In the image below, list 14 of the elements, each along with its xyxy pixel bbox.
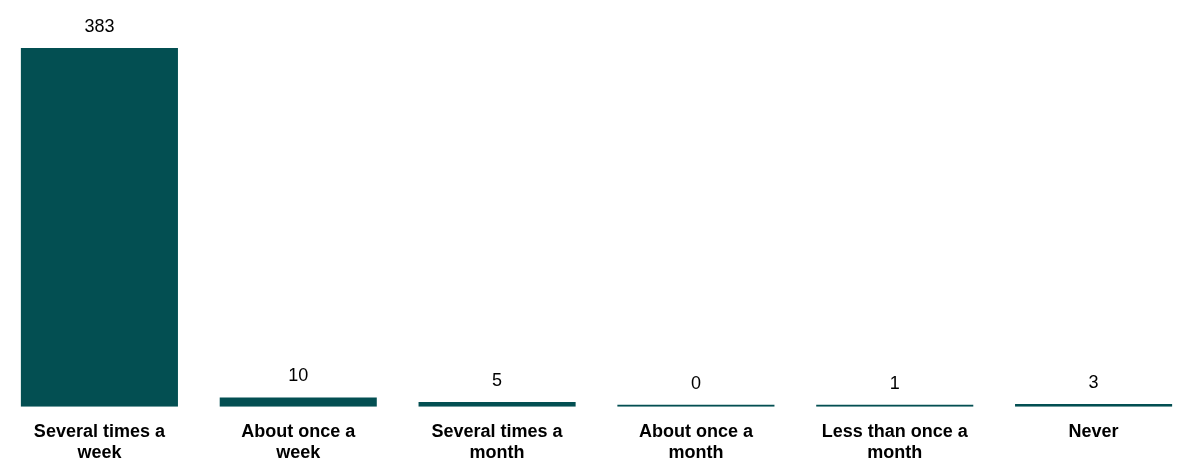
data-label: 0 bbox=[690, 372, 701, 393]
x-tick-label: About once a month bbox=[638, 420, 754, 463]
data-label: 3 bbox=[1088, 371, 1099, 392]
x-tick-label: Less than once a month bbox=[821, 420, 969, 463]
bar bbox=[219, 397, 377, 407]
x-tick-label: Several times a week bbox=[33, 420, 166, 463]
x-tick-label: Never bbox=[1068, 420, 1119, 441]
data-label: 5 bbox=[492, 370, 503, 391]
data-label: 383 bbox=[84, 15, 115, 36]
bar bbox=[20, 48, 178, 407]
x-tick-label: About once a week bbox=[241, 420, 357, 463]
data-label: 10 bbox=[288, 365, 309, 386]
x-tick-label: Several times a month bbox=[431, 420, 564, 463]
data-label: 1 bbox=[889, 372, 900, 393]
